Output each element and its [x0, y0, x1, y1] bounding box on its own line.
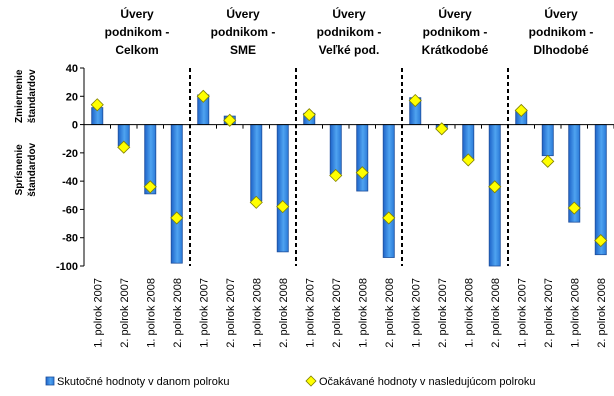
y-tick-label: 0 — [72, 120, 78, 132]
group-title-line: Úvery — [544, 6, 578, 21]
category-label: 2. polrok 2008 — [596, 278, 608, 348]
group-title-line: Úvery — [332, 6, 366, 21]
group-separators — [189, 68, 509, 266]
bar — [541, 124, 554, 157]
category-label: 1. polrok 2008 — [357, 278, 369, 348]
y-name-lower: štandardov — [27, 142, 38, 196]
category-label: 2. polrok 2007 — [543, 278, 555, 348]
y-tick-label: -60 — [62, 204, 78, 216]
y-name-lower: Sprísnenie — [14, 144, 25, 196]
bar — [382, 124, 395, 258]
category-label: 1. polrok 2007 — [410, 278, 422, 348]
category-labels: 1. polrok 2007 2. polrok 2007 1. polrok 20… — [92, 278, 608, 348]
category-label: 1. polrok 2007 — [304, 278, 316, 348]
category-label: 2. polrok 2007 — [437, 278, 449, 348]
marker — [249, 195, 263, 209]
category-label: 2. polrok 2008 — [490, 278, 502, 348]
group-title-line: Úvery — [120, 6, 154, 21]
category-label: 2. polrok 2007 — [225, 278, 237, 348]
marker — [435, 122, 449, 136]
marker — [382, 211, 396, 225]
legend-bar-label: Skutočné hodnoty v danom polroku — [57, 376, 229, 388]
category-label: 2. polrok 2008 — [172, 278, 184, 348]
zero-line — [83, 124, 614, 129]
category-label: 2. polrok 2008 — [384, 278, 396, 348]
marker — [329, 168, 343, 183]
legend: Skutočné hodnoty v danom polroku Očakávan… — [45, 375, 535, 388]
markers — [90, 89, 608, 248]
category-label: 2. polrok 2008 — [278, 278, 290, 348]
category-label: 1. polrok 2007 — [516, 278, 528, 348]
marker — [408, 93, 422, 108]
category-label: 1. polrok 2007 — [92, 278, 104, 348]
marker — [541, 154, 555, 168]
category-label: 1. polrok 2008 — [251, 278, 263, 348]
group-title-line: podnikom - — [317, 25, 382, 39]
marker — [567, 201, 581, 215]
legend-marker-swatch — [305, 375, 317, 387]
group-title-line: Dlhodobé — [533, 43, 589, 57]
group-title-line: podnikom - — [211, 25, 276, 39]
bar — [329, 124, 342, 175]
category-label: 1. polrok 2008 — [145, 278, 157, 348]
marker — [223, 113, 237, 127]
bar — [170, 124, 183, 264]
group-title-line: Celkom — [115, 43, 158, 57]
category-label: 2. polrok 2007 — [331, 278, 343, 348]
marker — [170, 211, 184, 225]
group-title-line: podnikom - — [423, 25, 488, 39]
bar — [356, 124, 369, 192]
legend-marker-label: Očakávané hodnoty v nasledujúcom polroku — [319, 376, 535, 388]
marker — [594, 233, 608, 248]
y-tick-label: -80 — [62, 233, 78, 245]
marker — [488, 180, 502, 194]
y-tick-label: 20 — [66, 91, 78, 103]
group-title-line: Krátkodobé — [422, 43, 489, 57]
marker — [196, 89, 210, 103]
group-title-line: Úvery — [438, 6, 472, 21]
marker — [514, 103, 528, 117]
group-title-line: podnikom - — [105, 25, 170, 39]
y-name-upper: Zmiernenie — [14, 69, 25, 123]
y-axis: -100 -80 -60 -40 -20 0 20 40 — [56, 63, 85, 273]
marker — [276, 200, 290, 214]
marker — [143, 180, 157, 194]
bar — [488, 124, 501, 267]
y-tick-label: -100 — [56, 261, 78, 273]
bar — [276, 124, 289, 253]
group-title-line: Veľké pod. — [319, 43, 380, 57]
marker — [461, 153, 475, 167]
group-title-line: podnikom - — [529, 25, 594, 39]
group-title-line: SME — [230, 43, 256, 57]
category-label: 1. polrok 2007 — [198, 278, 210, 348]
bar — [250, 124, 263, 202]
group-titles: Úvery podnikom - Celkom Úvery podnikom - SME Ú… — [105, 6, 594, 57]
marker — [302, 108, 316, 122]
category-label: 2. polrok 2007 — [119, 278, 131, 348]
y-tick-label: 40 — [66, 63, 78, 75]
y-tick-label: -20 — [62, 148, 78, 160]
bars — [91, 94, 607, 267]
legend-bar-swatch — [45, 376, 55, 386]
category-label: 1. polrok 2008 — [569, 278, 581, 348]
marker — [90, 98, 104, 112]
marker — [117, 140, 131, 154]
group-title-line: Úvery — [226, 6, 260, 21]
category-label: 1. polrok 2008 — [463, 278, 475, 348]
y-tick-label: -40 — [62, 176, 78, 188]
marker — [355, 166, 369, 180]
y-name-upper: štandardov — [27, 69, 38, 123]
